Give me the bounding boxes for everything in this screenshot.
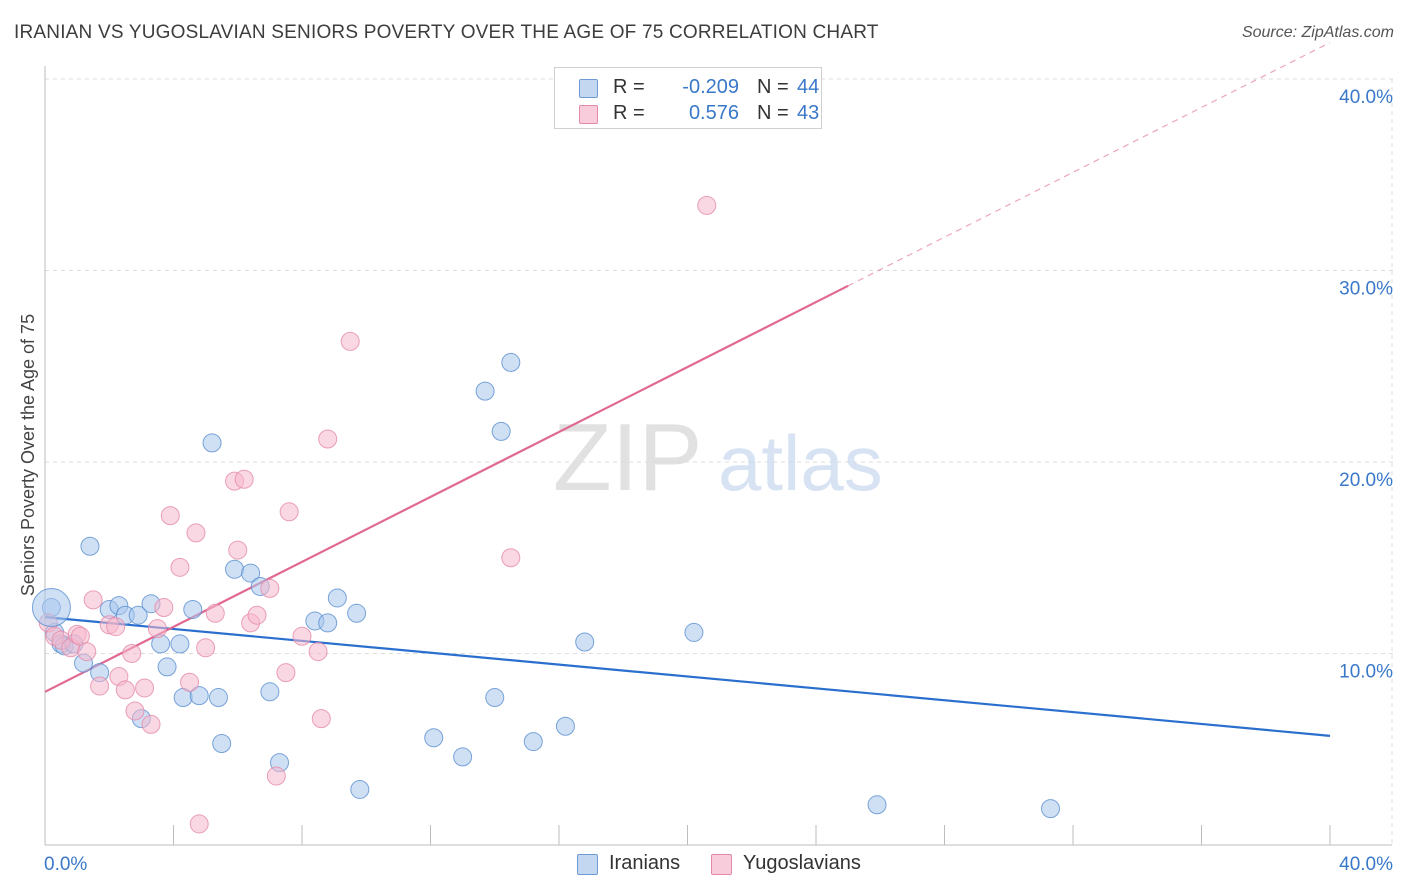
y-tick-label: 40.0% [1339, 87, 1393, 108]
y-tick-label: 20.0% [1339, 470, 1393, 491]
yugoslavian-point [186, 523, 206, 543]
yugoslavian-trend-extension [847, 42, 1331, 287]
yugoslavian-point [170, 557, 190, 577]
iranian-point [1041, 799, 1061, 819]
correlation-legend: R = -0.209 N = 44 R = 0.576 N = 43 [554, 67, 822, 129]
iranian-point [202, 433, 222, 453]
iranian-point [491, 421, 511, 441]
yugoslavian-point [115, 680, 135, 700]
iranian-point [208, 688, 228, 708]
legend-swatch-iranians [579, 79, 598, 98]
iranian-point [318, 613, 338, 633]
axes [44, 66, 1392, 846]
yugoslavian-point [205, 603, 225, 623]
iranian-point [555, 716, 575, 736]
watermark: ZIP atlas [553, 404, 883, 511]
yugoslavian-point [279, 502, 299, 522]
iranian-point [684, 622, 704, 642]
iranian-point [350, 779, 370, 799]
iranian-point [241, 563, 261, 583]
yugoslavian-point [154, 598, 174, 618]
iranian-point [189, 686, 209, 706]
iranian-point [327, 588, 347, 608]
yugoslavian-point [135, 678, 155, 698]
watermark-atlas: atlas [718, 419, 883, 507]
yugoslavian-point [90, 676, 110, 696]
yugoslavian-point [125, 701, 145, 721]
x-tick-label: 40.0% [1339, 854, 1393, 875]
yugoslavian-point [276, 663, 296, 683]
bottom-legend-swatch-iranians [577, 854, 598, 875]
trend-lines [44, 42, 1331, 737]
iranian-point [424, 728, 444, 748]
yugoslavian-point [247, 605, 267, 625]
bottom-legend-label-iranians: Iranians [609, 852, 681, 874]
yugoslavian-point [147, 619, 167, 639]
legend-n-value: 43 [797, 102, 820, 124]
iranian-point [183, 599, 203, 619]
iranian-point [212, 734, 232, 754]
bottom-legend-label-yugoslavians: Yugoslavians [743, 852, 861, 874]
legend-r-value: -0.209 [682, 76, 739, 98]
chart-title: IRANIAN VS YUGOSLAVIAN SENIORS POVERTY O… [14, 22, 879, 43]
iranian-point-large [31, 588, 71, 628]
iranian-point [501, 352, 521, 372]
yugoslavian-point [266, 766, 286, 786]
iranian-point [80, 536, 100, 556]
yugoslavian-point [189, 814, 209, 834]
legend-r-label: R = [613, 102, 645, 124]
yugoslavian-point [122, 644, 142, 663]
iranian-point [523, 732, 543, 752]
iranian-point [151, 634, 171, 654]
yugoslavian-point [106, 617, 126, 637]
legend-r-value: 0.576 [688, 102, 739, 124]
data-points [31, 195, 1061, 834]
legend-r-label: R = [613, 76, 645, 98]
yugoslavian-point [260, 578, 280, 598]
yugoslavian-point [160, 506, 180, 526]
yugoslavian-point [318, 429, 338, 449]
iranian-point [128, 605, 148, 625]
yugoslavian-point [141, 714, 161, 734]
yugoslavian-point [196, 638, 216, 658]
iranian-point [485, 688, 505, 708]
yugoslavian-point [501, 548, 521, 568]
y-axis-label: Seniors Poverty Over the Age of 75 [18, 314, 38, 596]
yugoslavian-point [340, 331, 360, 351]
yugoslavian-point [292, 626, 312, 646]
yugoslavian-point [180, 672, 200, 692]
iranian-point [453, 747, 473, 767]
legend-swatch-yugoslavians [579, 105, 598, 124]
legend-n-value: 44 [797, 76, 820, 98]
bottom-legend-swatch-yugoslavians [711, 854, 732, 875]
iranian-point [475, 381, 495, 401]
yugoslavian-trend-line [44, 284, 849, 693]
iranian-point [260, 682, 280, 702]
iranian-point [170, 634, 190, 654]
legend-n-label: N = [757, 102, 789, 124]
y-tick-label: 10.0% [1339, 662, 1393, 683]
iranian-point [347, 603, 367, 623]
yugoslavian-point [311, 709, 331, 729]
y-tick-label: 30.0% [1339, 279, 1393, 300]
yugoslavian-point [697, 195, 717, 215]
tick-labels: 10.0% 20.0% 30.0% 40.0% 0.0% 40.0% [44, 87, 1393, 875]
yugoslavian-point [234, 469, 254, 489]
source-label: Source: ZipAtlas.com [1241, 24, 1394, 41]
legend-n-label: N = [757, 76, 789, 98]
watermark-zip: ZIP [553, 404, 702, 511]
iranian-point [157, 657, 177, 677]
x-tick-label: 0.0% [44, 854, 87, 875]
yugoslavian-point [83, 590, 103, 610]
yugoslavian-point [308, 642, 328, 662]
iranian-trend-line [44, 616, 1331, 737]
iranian-point [575, 632, 595, 652]
yugoslavian-point [228, 540, 248, 560]
iranian-point [225, 559, 245, 579]
yugoslavian-point [77, 642, 97, 662]
iranian-point [867, 795, 887, 815]
